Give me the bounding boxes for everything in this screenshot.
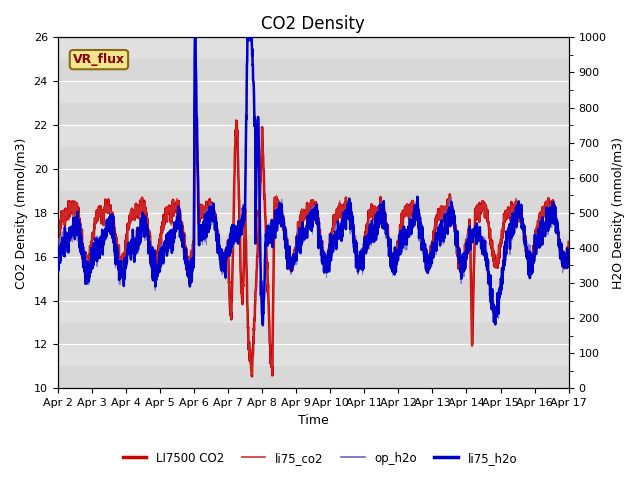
Y-axis label: CO2 Density (mmol/m3): CO2 Density (mmol/m3)	[15, 137, 28, 288]
Legend: LI7500 CO2, li75_co2, op_h2o, li75_h2o: LI7500 CO2, li75_co2, op_h2o, li75_h2o	[118, 447, 522, 469]
op_h2o	[259, 324, 267, 329]
Bar	[58, 213, 569, 235]
Text: VR_flux: VR_flux	[73, 53, 125, 66]
LI7500 CO2	[339, 205, 347, 211]
LI7500 CO2	[520, 238, 528, 243]
Bar	[58, 169, 569, 191]
li75_co2	[339, 206, 347, 212]
LI7500 CO2	[328, 229, 336, 235]
li75_co2	[196, 214, 204, 220]
op_h2o	[196, 242, 204, 248]
LI7500 CO2	[565, 239, 573, 245]
op_h2o	[565, 262, 573, 267]
li75_co2	[462, 251, 470, 256]
li75_co2	[565, 240, 573, 245]
op_h2o	[328, 249, 336, 254]
Bar	[58, 37, 569, 59]
op_h2o	[462, 258, 470, 264]
li75_co2	[54, 248, 61, 253]
LI7500 CO2	[54, 246, 61, 252]
li75_co2	[191, 92, 198, 97]
op_h2o	[534, 227, 542, 233]
li75_h2o	[534, 226, 542, 232]
Line: op_h2o: op_h2o	[58, 37, 569, 326]
li75_h2o	[54, 268, 61, 274]
li75_h2o	[462, 254, 470, 260]
Line: LI7500 CO2: LI7500 CO2	[58, 94, 569, 376]
Bar	[58, 125, 569, 147]
Bar	[58, 345, 569, 366]
LI7500 CO2	[196, 213, 204, 219]
LI7500 CO2	[534, 218, 542, 224]
LI7500 CO2	[191, 91, 199, 96]
Bar	[58, 81, 569, 103]
op_h2o	[244, 35, 252, 40]
li75_co2	[328, 229, 336, 235]
Y-axis label: H2O Density (mmol/m3): H2O Density (mmol/m3)	[612, 137, 625, 289]
li75_h2o	[565, 264, 573, 270]
LI7500 CO2	[248, 373, 256, 379]
li75_co2	[534, 218, 542, 224]
op_h2o	[520, 231, 528, 237]
li75_h2o	[520, 230, 528, 236]
Title: CO2 Density: CO2 Density	[261, 15, 365, 33]
op_h2o	[54, 267, 61, 273]
li75_h2o	[259, 322, 267, 328]
Line: li75_co2: li75_co2	[58, 95, 569, 375]
LI7500 CO2	[462, 250, 470, 256]
Bar	[58, 257, 569, 278]
li75_co2	[248, 372, 256, 378]
li75_h2o	[196, 237, 204, 243]
Line: li75_h2o: li75_h2o	[58, 37, 569, 325]
Bar	[58, 300, 569, 323]
op_h2o	[339, 229, 347, 235]
li75_h2o	[339, 225, 347, 231]
li75_co2	[520, 236, 528, 242]
li75_h2o	[328, 248, 336, 254]
li75_h2o	[244, 35, 252, 40]
X-axis label: Time: Time	[298, 414, 328, 427]
